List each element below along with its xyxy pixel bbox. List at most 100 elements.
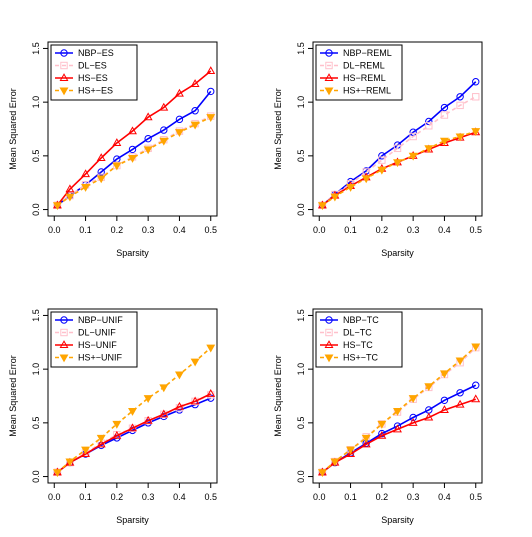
data-point — [143, 395, 153, 403]
x-tick-label: 0.4 — [438, 225, 451, 235]
data-point — [317, 469, 327, 478]
data-point — [81, 169, 91, 178]
data-point — [472, 93, 480, 101]
data-point — [144, 134, 152, 143]
x-tick-label: 0.4 — [173, 225, 186, 235]
x-tick-label: 0.2 — [376, 492, 389, 502]
legend-marker — [325, 61, 333, 70]
data-point — [128, 145, 137, 154]
legend-entry: HS+−ES — [78, 86, 113, 96]
data-point — [206, 389, 216, 397]
series-4 — [52, 114, 216, 211]
series-line — [56, 347, 212, 473]
data-point — [393, 144, 402, 153]
data-point — [190, 358, 200, 367]
series-line — [56, 116, 212, 206]
plot-frame — [312, 41, 483, 217]
legend-entry: NBP−REML — [343, 48, 392, 58]
data-point — [330, 458, 340, 467]
plot-frame — [47, 41, 218, 217]
x-axis-label: Sparsity — [381, 248, 414, 258]
data-point — [128, 423, 137, 432]
x-tick-label: 0.0 — [48, 225, 61, 235]
y-tick-label: 0.5 — [31, 417, 41, 430]
data-point — [346, 446, 356, 455]
data-point — [207, 87, 215, 96]
legend-marker — [325, 49, 333, 57]
data-point — [456, 93, 464, 101]
legend-entry: HS−TC — [343, 340, 373, 350]
x-tick-label: 0.5 — [204, 225, 217, 235]
chart-panel-4: 0.0 0.1 0.2 0.3 0.4 0.5 0.0 0.5 1.0 1.5 Sparsity Me… — [273, 308, 483, 525]
series-line — [56, 393, 212, 473]
legend-marker — [59, 87, 69, 96]
data-point — [439, 137, 449, 146]
chart-panel-3: 0.0 0.1 0.2 0.3 0.4 0.5 0.0 0.5 1.0 1.5 Sparsity Me… — [8, 308, 218, 525]
data-point — [440, 396, 449, 404]
data-point — [128, 407, 137, 416]
plot-frame — [312, 308, 483, 484]
x-tick-label: 0.1 — [79, 225, 92, 235]
legend-entry: DL−UNIF — [78, 328, 116, 338]
data-point — [408, 418, 418, 426]
x-axis-label: Sparsity — [381, 515, 414, 525]
y-tick-label: 0.0 — [31, 203, 41, 216]
data-point — [425, 122, 433, 130]
data-point — [377, 420, 387, 429]
data-point — [393, 424, 402, 433]
y-tick-label: 0.5 — [31, 150, 41, 163]
x-tick-label: 0.1 — [344, 225, 357, 235]
y-axis-label: Mean Squared Error — [273, 355, 283, 437]
legend-marker — [60, 61, 68, 70]
data-point — [128, 154, 137, 163]
data-point — [409, 132, 417, 141]
data-point — [378, 152, 386, 160]
legend: NBP−UNIF DL−UNIF HS−UNIF HS+−UNIF — [50, 311, 138, 368]
data-point — [424, 145, 434, 154]
data-point — [96, 175, 106, 184]
data-point — [160, 126, 168, 134]
series-3 — [317, 394, 481, 476]
legend-marker — [324, 87, 334, 96]
series-3 — [52, 66, 216, 209]
x-axis-label: Sparsity — [116, 248, 149, 258]
data-point — [471, 128, 481, 136]
data-point — [361, 175, 371, 184]
data-point — [330, 193, 340, 202]
data-point — [190, 79, 200, 87]
data-point — [409, 413, 417, 422]
y-axis-label: Mean Squared Error — [8, 355, 18, 437]
data-point — [206, 114, 216, 123]
data-point — [97, 168, 105, 176]
data-point — [424, 383, 434, 392]
data-point — [81, 449, 91, 458]
data-point — [143, 146, 153, 155]
data-point — [174, 129, 184, 138]
x-tick-label: 0.0 — [313, 225, 326, 235]
x-tick-label: 0.1 — [344, 492, 357, 502]
legend-entry: HS+−TC — [343, 353, 379, 363]
series-1 — [53, 394, 215, 476]
y-tick-label: 1.0 — [296, 363, 306, 376]
legend-marker — [324, 73, 334, 82]
data-point — [472, 78, 480, 86]
legend-marker — [60, 328, 68, 337]
data-point — [112, 430, 122, 439]
y-tick-label: 1.0 — [296, 96, 306, 109]
legend-marker — [60, 316, 68, 324]
data-point — [471, 343, 481, 352]
data-point — [440, 103, 449, 112]
legend-marker — [59, 73, 69, 82]
legend-entry: NBP−UNIF — [78, 315, 123, 325]
data-point — [425, 117, 433, 126]
y-tick-label: 1.5 — [296, 309, 306, 322]
x-tick-label: 0.2 — [111, 225, 124, 235]
data-point — [409, 128, 417, 136]
data-point — [377, 166, 387, 175]
series-line — [321, 398, 477, 473]
data-point — [175, 115, 184, 124]
x-tick-label: 0.4 — [438, 492, 451, 502]
data-point — [471, 394, 481, 403]
data-point — [159, 409, 169, 418]
y-tick-label: 0.0 — [31, 470, 41, 483]
